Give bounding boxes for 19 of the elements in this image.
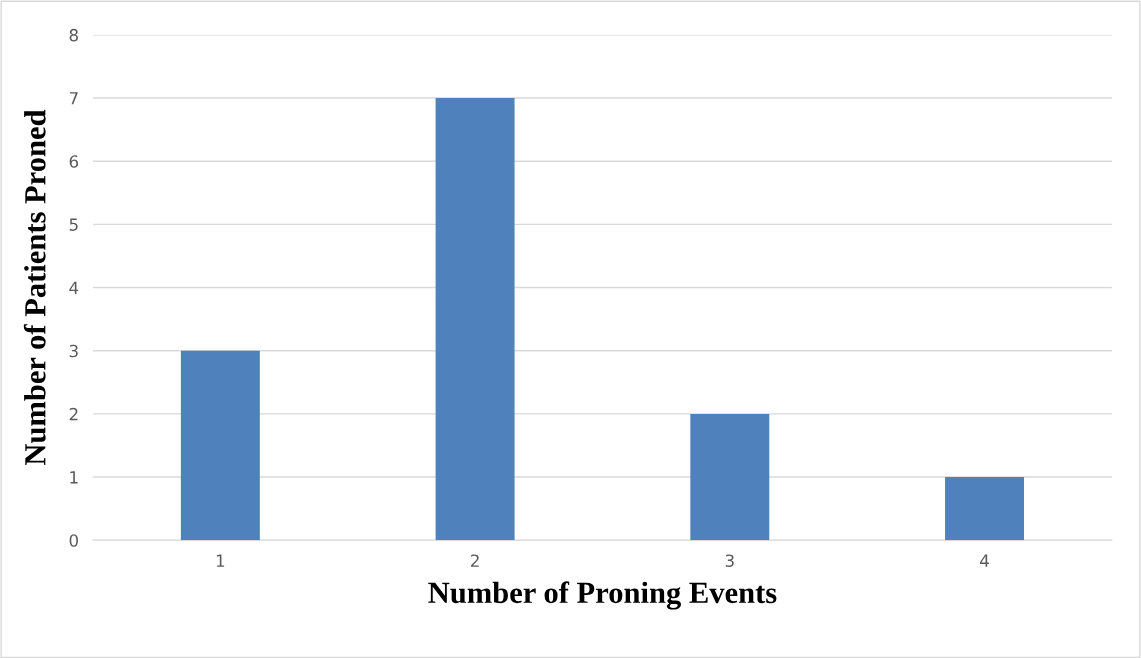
y-tick-label: 2	[69, 407, 78, 421]
x-tick-label: 1	[216, 554, 225, 567]
x-tick-label: 4	[980, 554, 989, 567]
y-tick-label: 6	[69, 155, 79, 168]
x-tick-label: 3	[725, 554, 734, 568]
y-tick-label: 7	[69, 92, 78, 105]
y-tick-label: 3	[69, 344, 78, 358]
y-tick-label: 5	[69, 218, 78, 231]
bar	[690, 413, 770, 541]
bar	[945, 477, 1025, 541]
bar	[435, 98, 515, 541]
y-tick-label: 8	[69, 28, 78, 42]
x-axis-title: Number of Proning Events	[428, 581, 777, 610]
x-tick-label: 2	[471, 554, 479, 567]
y-axis-title: Number of Patients Proned	[23, 109, 46, 466]
y-tick-label: 1	[70, 471, 78, 484]
y-tick-label: 0	[69, 534, 78, 547]
bar	[180, 350, 260, 541]
y-tick-label: 4	[69, 281, 79, 294]
